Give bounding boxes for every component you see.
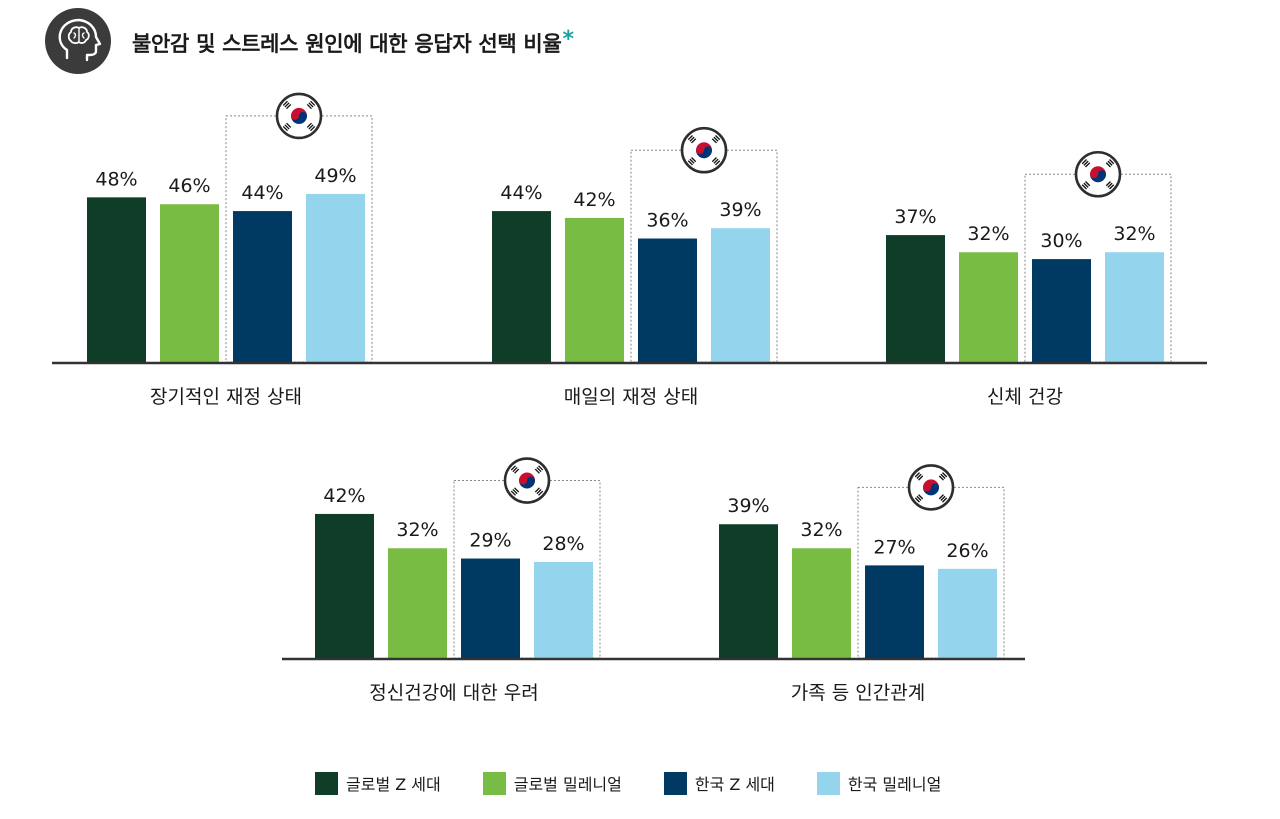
- legend-item: 한국 Z 세대: [663, 771, 775, 795]
- legend-item: 글로벌 Z 세대: [315, 771, 441, 795]
- bar: [160, 204, 219, 362]
- bar: [865, 565, 924, 658]
- data-label: 46%: [168, 175, 210, 197]
- data-label: 36%: [646, 210, 688, 232]
- data-label: 27%: [873, 536, 915, 558]
- category-label: 신체 건강: [987, 386, 1063, 408]
- data-label: 39%: [719, 199, 761, 221]
- category-label: 가족 등 인간관계: [791, 682, 925, 704]
- legend-swatch: [816, 771, 840, 795]
- bar: [1032, 259, 1091, 362]
- legend-item: 한국 밀레니얼: [816, 771, 942, 795]
- category-label: 매일의 재정 상태: [564, 386, 698, 408]
- data-label: 30%: [1040, 230, 1082, 252]
- data-label: 49%: [314, 165, 356, 187]
- bar: [233, 211, 292, 362]
- data-label: 32%: [396, 519, 438, 541]
- bar: [886, 235, 945, 362]
- data-label: 32%: [967, 223, 1009, 245]
- korea-flag-icon: [1074, 150, 1122, 198]
- bar: [959, 252, 1018, 362]
- data-label: 32%: [1113, 223, 1155, 245]
- data-label: 37%: [894, 206, 936, 228]
- head-brain-icon: [45, 8, 111, 74]
- bar: [534, 561, 593, 658]
- bar: [711, 228, 770, 362]
- category-label: 정신건강에 대한 우려: [369, 682, 538, 704]
- bar: [315, 513, 374, 658]
- legend-swatch: [482, 771, 506, 795]
- data-label: 48%: [95, 168, 137, 190]
- data-label: 42%: [573, 189, 615, 211]
- title-asterisk: *: [562, 27, 574, 52]
- data-label: 42%: [323, 485, 365, 507]
- bar: [938, 568, 997, 658]
- legend-label: 한국 밀레니얼: [847, 775, 942, 794]
- data-label: 28%: [542, 533, 584, 555]
- bar: [461, 558, 520, 658]
- data-label: 44%: [241, 182, 283, 204]
- bar: [719, 524, 778, 658]
- chart-title-text: 불안감 및 스트레스 원인에 대한 응답자 선택 비율: [132, 32, 562, 56]
- bar: [565, 217, 624, 362]
- bar: [792, 548, 851, 658]
- data-label: 29%: [469, 530, 511, 552]
- legend-swatch: [663, 771, 687, 795]
- korea-flag-icon: [907, 464, 955, 511]
- bar: [1105, 252, 1164, 362]
- bar: [638, 238, 697, 362]
- data-label: 32%: [800, 519, 842, 541]
- data-label: 26%: [946, 540, 988, 562]
- legend-label: 글로벌 밀레니얼: [513, 775, 622, 794]
- category-label: 장기적인 재정 상태: [150, 386, 302, 408]
- bar: [87, 197, 146, 362]
- bar: [388, 548, 447, 658]
- bar: [492, 211, 551, 362]
- data-label: 39%: [727, 495, 769, 517]
- legend-label: 글로벌 Z 세대: [346, 775, 441, 794]
- korea-flag-icon: [680, 126, 728, 174]
- korea-flag-icon: [275, 92, 323, 140]
- chart-legend: 글로벌 Z 세대 글로벌 밀레니얼 한국 Z 세대 한국 밀레니얼: [315, 771, 983, 795]
- korea-flag-icon: [503, 457, 551, 504]
- bar: [306, 193, 365, 362]
- legend-swatch: [315, 771, 338, 795]
- legend-label: 한국 Z 세대: [694, 775, 775, 794]
- data-label: 44%: [500, 182, 542, 204]
- legend-item: 글로벌 밀레니얼: [482, 771, 622, 795]
- chart-title: 불안감 및 스트레스 원인에 대한 응답자 선택 비율*: [132, 27, 574, 58]
